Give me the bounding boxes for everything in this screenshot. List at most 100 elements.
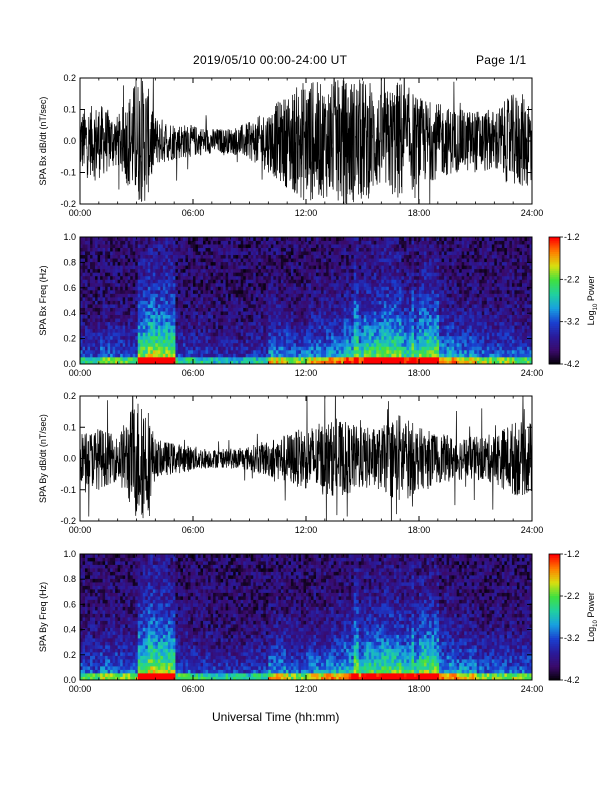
spectrogram-cell <box>260 258 264 263</box>
spectrogram-cell <box>125 268 129 273</box>
spectrogram-cell <box>288 325 292 330</box>
spectrogram-cell <box>260 353 264 358</box>
spectrogram-cell <box>316 339 319 344</box>
spectrogram-cell <box>401 268 405 273</box>
spectrogram-cell <box>142 282 146 287</box>
spectrogram-cell <box>182 328 186 333</box>
spectrogram-cell <box>220 328 224 333</box>
spectrogram-cell <box>368 349 372 354</box>
spectrogram-cell <box>283 339 287 344</box>
spectrogram-cell <box>393 258 397 263</box>
spectrogram-cell <box>265 346 269 351</box>
spectrogram-cell <box>205 279 209 284</box>
spectrogram-cell <box>341 335 345 340</box>
spectrogram-cell <box>243 272 247 277</box>
spectrogram-cell <box>371 254 375 259</box>
spectrogram-cell <box>170 346 174 351</box>
spectrogram-cell <box>403 304 407 308</box>
spectrogram-cell <box>95 247 98 252</box>
spectrogram-cell <box>323 275 327 280</box>
spectrogram-cell <box>210 342 214 347</box>
spectrogram-cell <box>233 258 237 263</box>
spectrogram-cell <box>338 237 342 241</box>
spectrogram-cell <box>137 254 141 259</box>
spectrogram-cell <box>363 286 367 291</box>
spectrogram-cell <box>298 296 302 301</box>
spectrogram-cell <box>295 293 299 298</box>
spectrogram-cell <box>413 282 417 287</box>
spectrogram-cell <box>293 349 297 354</box>
spectrogram-cell <box>85 296 88 301</box>
spectrogram-cell <box>368 311 372 316</box>
spectrogram-cell <box>288 282 292 287</box>
spectrogram-cell <box>90 275 93 280</box>
spectrogram-cell <box>147 244 151 248</box>
spectrogram-cell <box>421 307 425 312</box>
spectrogram-cell <box>130 293 134 298</box>
spectrogram-cell <box>245 318 249 323</box>
spectrogram-cell <box>371 272 375 277</box>
spectrogram-cell <box>408 265 412 270</box>
spectrogram-cell <box>150 261 154 266</box>
spectrogram-cell <box>386 289 390 294</box>
spectrogram-cell <box>175 300 179 305</box>
spectrogram-cell <box>95 360 98 364</box>
spectrogram-cell <box>95 289 98 294</box>
spectrogram-cell <box>356 328 360 333</box>
spectrogram-cell <box>195 360 199 364</box>
spectrogram-cell <box>293 318 297 323</box>
spectrogram-cell <box>110 356 114 361</box>
spectrogram-cell <box>316 332 319 337</box>
spectrogram-cell <box>248 286 252 291</box>
spectrogram-cell <box>363 318 367 323</box>
spectrogram-cell <box>348 300 352 305</box>
spectrogram-cell <box>338 304 342 308</box>
spectrogram-cell <box>263 300 267 305</box>
spectrogram-cell <box>263 349 267 354</box>
spectrogram-cell <box>147 240 151 245</box>
spectrogram-cell <box>125 339 129 344</box>
spectrogram-cell <box>87 349 91 354</box>
spectrogram-cell <box>195 247 199 252</box>
spectrogram-cell <box>311 356 314 361</box>
spectrogram-cell <box>107 349 111 354</box>
spectrogram-cell <box>238 251 242 256</box>
spectrogram-cell <box>225 304 229 308</box>
spectrogram-cell <box>127 282 131 287</box>
spectrogram-cell <box>358 304 362 308</box>
spectrogram-cell <box>132 332 136 337</box>
spectrogram-cell <box>220 258 224 263</box>
spectrogram-cell <box>185 300 189 305</box>
spectrogram-cell <box>205 353 209 358</box>
spectrogram-cell <box>419 314 422 319</box>
spectrogram-cell <box>331 272 335 277</box>
spectrogram-cell <box>328 335 332 340</box>
spectrogram-cell <box>295 321 299 326</box>
spectrogram-cell <box>177 237 181 241</box>
spectrogram-cell <box>366 268 370 273</box>
spectrogram-cell <box>220 353 224 358</box>
spectrogram-cell <box>137 261 141 266</box>
spectrogram-cell <box>406 268 410 273</box>
spectrogram-cell <box>230 325 234 330</box>
spectrogram-cell <box>170 353 174 358</box>
spectrogram-cell <box>406 300 410 305</box>
spectrogram-cell <box>112 339 116 344</box>
spectrogram-cell <box>393 314 397 319</box>
spectrogram-cell <box>411 300 415 305</box>
spectrogram-cell <box>127 251 131 256</box>
spectrogram-cell <box>285 296 289 301</box>
spectrogram-cell <box>358 293 362 298</box>
spectrogram-cell <box>117 332 121 337</box>
spectrogram-cell <box>110 275 114 280</box>
spectrogram-cell <box>240 318 244 323</box>
spectrogram-cell <box>260 293 264 298</box>
spectrogram-cell <box>396 346 400 351</box>
spectrogram-cell <box>117 244 121 248</box>
spectrogram-cell <box>193 360 196 364</box>
spectrogram-cell <box>376 353 380 358</box>
spectrogram-cell <box>177 304 181 308</box>
spectrogram-cell <box>167 265 171 270</box>
spectrogram-cell <box>321 265 324 270</box>
spectrogram-cell <box>100 286 103 291</box>
